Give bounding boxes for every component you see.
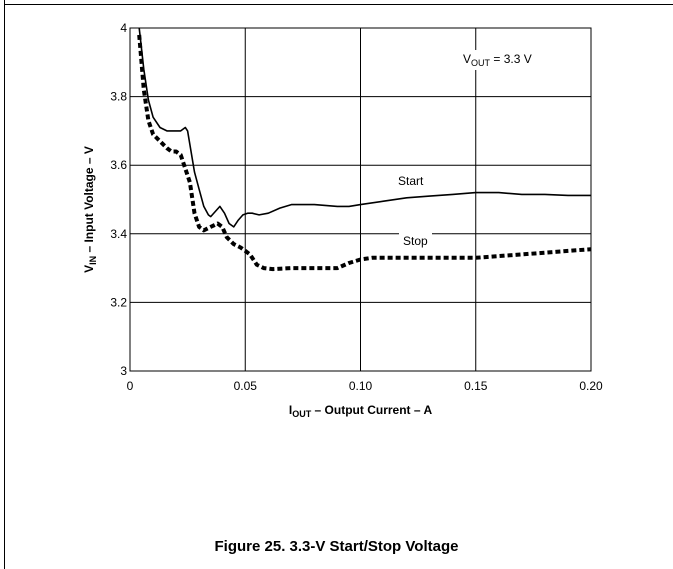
x-axis-label-main: I: [289, 403, 292, 417]
x-tick-labels: 0 0.05 0.10 0.15 0.20: [127, 379, 603, 393]
series-label-start-group: Start: [394, 173, 429, 189]
y-tick-label-4: 3.8: [110, 90, 127, 104]
x-axis-label-rest: – Output Current – A: [311, 403, 432, 417]
y-tick-label-0: 3: [120, 364, 127, 378]
y-tick-label-2: 3.4: [110, 227, 127, 241]
x-tick-label-3: 0.15: [464, 379, 488, 393]
y-axis-label-rest: – Input Voltage – V: [82, 146, 96, 256]
series-lines: [137, 27, 592, 272]
x-tick-label-4: 0.20: [579, 379, 603, 393]
series-line-start: [138, 27, 591, 228]
series-label-stop: Stop: [403, 234, 428, 248]
y-tick-label-5: 4: [120, 21, 127, 35]
x-tick-label-2: 0.10: [349, 379, 373, 393]
y-tick-label-1: 3.2: [110, 295, 127, 309]
series-label-start-background: [394, 173, 429, 189]
x-tick-label-0: 0: [127, 379, 134, 393]
page-border-top: [4, 4, 673, 5]
series-label-start: Start: [398, 174, 424, 188]
x-tick-label-1: 0.05: [234, 379, 258, 393]
y-tick-label-3: 3.6: [110, 158, 127, 172]
annotation-vout: VOUT = 3.3 V: [463, 52, 532, 68]
page-border-left: [4, 0, 5, 569]
y-axis-label: VIN – Input Voltage – V: [82, 146, 98, 273]
annotation-sub: OUT: [471, 58, 491, 68]
grid: [129, 27, 592, 372]
y-axis-label-main: V: [82, 265, 96, 273]
annotation-rest: = 3.3 V: [490, 52, 532, 66]
y-axis-label-sub: IN: [88, 256, 98, 265]
x-axis-label: IOUT – Output Current – A: [289, 403, 433, 419]
plot-frame: [129, 27, 592, 372]
series-label-stop-group: Stop: [399, 233, 433, 249]
series-label-stop-background: [399, 233, 433, 249]
x-axis-label-sub: OUT: [292, 409, 312, 419]
annotation-main: V: [463, 52, 471, 66]
series-line-stop: [137, 34, 592, 272]
y-tick-labels: 3 3.2 3.4 3.6 3.8 4: [110, 21, 127, 378]
annotation-background: [459, 50, 536, 70]
annotation-box: VOUT = 3.3 V: [459, 50, 536, 70]
figure-caption: Figure 25. 3.3-V Start/Stop Voltage: [214, 538, 459, 555]
